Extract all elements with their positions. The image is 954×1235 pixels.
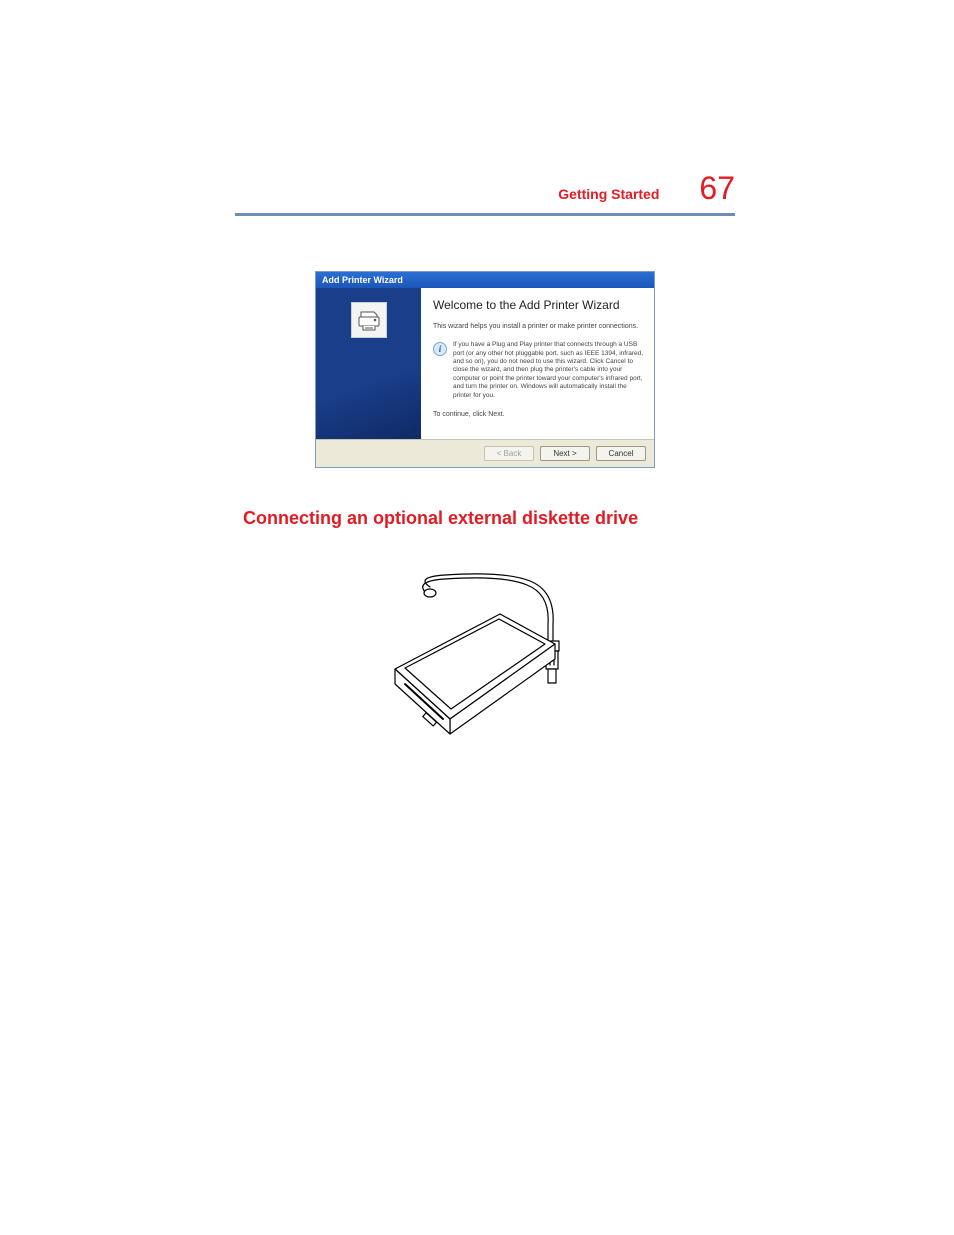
section-label: Getting Started bbox=[558, 186, 659, 202]
cancel-button[interactable]: Cancel bbox=[596, 446, 646, 461]
wizard-info-text: If you have a Plug and Play printer that… bbox=[453, 341, 644, 400]
wizard-continue-text: To continue, click Next. bbox=[433, 410, 644, 419]
page-header: Getting Started 67 bbox=[235, 170, 735, 207]
wizard-titlebar: Add Printer Wizard bbox=[316, 272, 654, 288]
wizard-info-row: i If you have a Plug and Play printer th… bbox=[433, 341, 644, 400]
wizard-body: Welcome to the Add Printer Wizard This w… bbox=[316, 288, 654, 439]
wizard-heading: Welcome to the Add Printer Wizard bbox=[433, 298, 644, 312]
back-button: < Back bbox=[484, 446, 534, 461]
wizard-sidebar bbox=[316, 288, 421, 439]
page-number: 67 bbox=[699, 170, 735, 207]
wizard-footer: < Back Next > Cancel bbox=[316, 439, 654, 467]
diskette-drive-illustration bbox=[375, 569, 595, 779]
wizard-intro-text: This wizard helps you install a printer … bbox=[433, 322, 644, 331]
add-printer-wizard-dialog: Add Printer Wizard Welcom bbox=[315, 271, 655, 468]
header-rule bbox=[235, 213, 735, 216]
info-icon: i bbox=[433, 342, 447, 356]
wizard-content: Welcome to the Add Printer Wizard This w… bbox=[421, 288, 654, 439]
next-button[interactable]: Next > bbox=[540, 446, 590, 461]
subsection-heading: Connecting an optional external diskette… bbox=[243, 508, 735, 529]
printer-icon bbox=[351, 302, 387, 338]
page-content: Getting Started 67 Add Printer Wizard bbox=[235, 170, 735, 779]
